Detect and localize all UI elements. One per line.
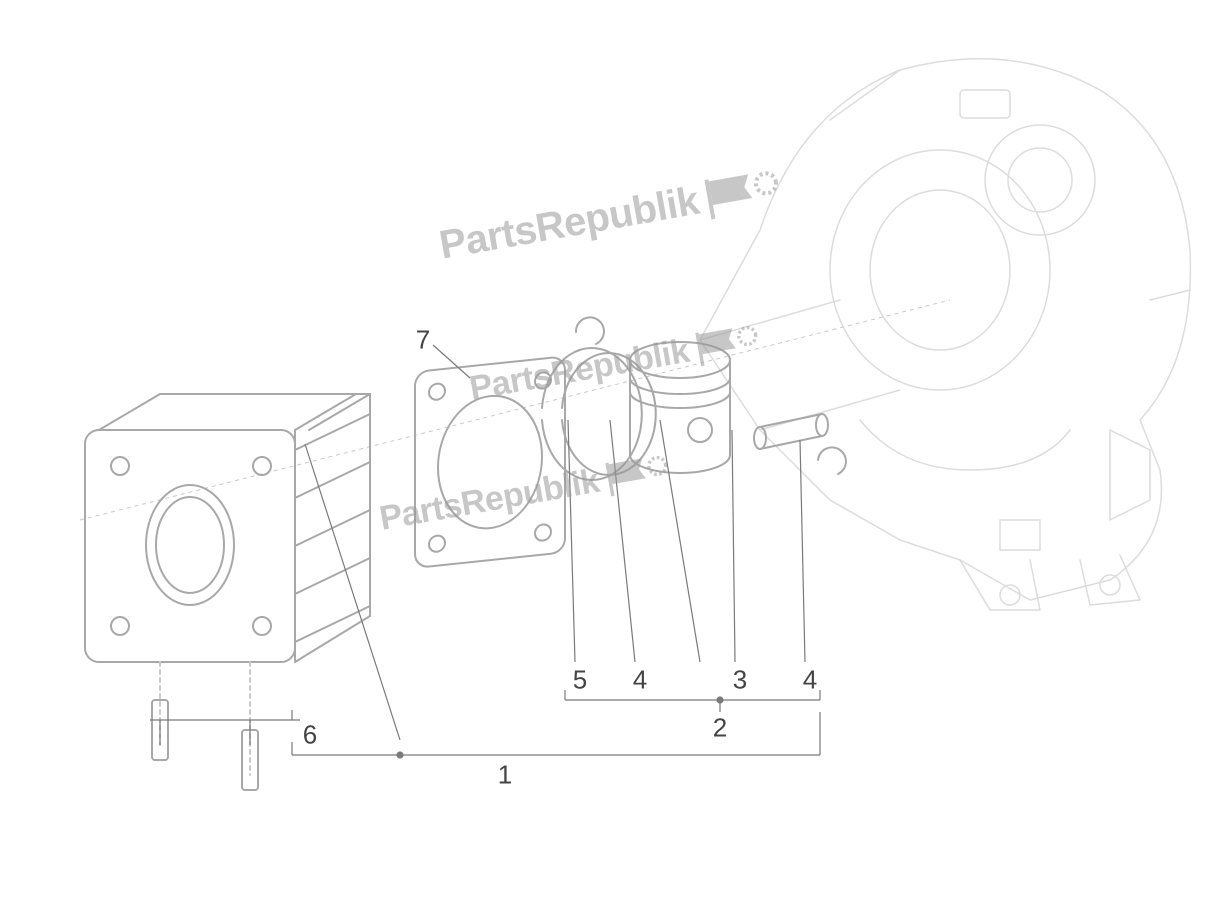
diagram-stage: 1 2 3 4 4 5 6 7 PartsRepublik PartsRepub… bbox=[0, 0, 1205, 904]
callout-1: 1 bbox=[498, 760, 512, 791]
diagram-svg bbox=[0, 0, 1205, 904]
callout-2: 2 bbox=[713, 713, 727, 744]
wrist-pin bbox=[754, 414, 828, 449]
callout-5: 5 bbox=[573, 665, 587, 696]
callout-4a: 4 bbox=[633, 665, 647, 696]
callout-4b: 4 bbox=[803, 665, 817, 696]
circlips bbox=[576, 317, 846, 474]
crankcase-ghost bbox=[700, 59, 1190, 610]
cylinder-stud bbox=[152, 662, 168, 760]
cylinder-block bbox=[85, 394, 370, 790]
piston-rings bbox=[542, 348, 656, 480]
callout-7: 7 bbox=[416, 325, 430, 356]
base-gasket bbox=[415, 356, 565, 568]
iso-axis bbox=[80, 300, 950, 520]
callout-6: 6 bbox=[303, 720, 317, 751]
callout-3: 3 bbox=[733, 665, 747, 696]
